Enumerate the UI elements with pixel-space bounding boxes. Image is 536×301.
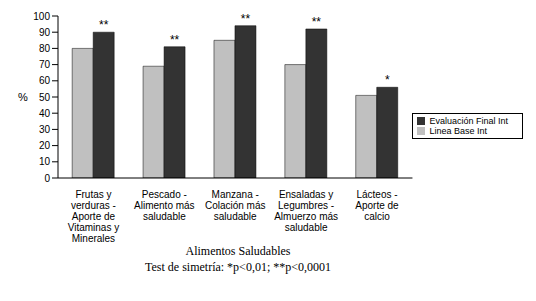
svg-text:**: ** bbox=[241, 12, 251, 26]
svg-text:Manzana -Colación mássaludable: Manzana -Colación mássaludable bbox=[205, 189, 266, 222]
svg-text:**: ** bbox=[170, 33, 180, 47]
svg-text:Lácteos -Aporte decalcio: Lácteos -Aporte decalcio bbox=[355, 189, 399, 222]
svg-text:90: 90 bbox=[39, 27, 51, 38]
svg-text:*: * bbox=[385, 73, 390, 87]
svg-text:50: 50 bbox=[39, 92, 51, 103]
svg-text:Pescado -Alimento mássaludable: Pescado -Alimento mássaludable bbox=[134, 189, 195, 222]
svg-text:0: 0 bbox=[44, 173, 50, 184]
svg-text:30: 30 bbox=[39, 124, 51, 135]
svg-text:**: ** bbox=[312, 15, 322, 29]
svg-text:Frutas yverduras -Aporte deVit: Frutas yverduras -Aporte deVitaminas yMi… bbox=[68, 189, 120, 243]
html-text:Linea Base Int: Linea Base Int bbox=[429, 125, 487, 136]
html-text:Evaluación Final Int: Evaluación Final Int bbox=[429, 115, 508, 126]
svg-text:Ensaladas yLegumbres -Almuerzo: Ensaladas yLegumbres -Almuerzo mássaluda… bbox=[274, 189, 338, 233]
svg-text:40: 40 bbox=[39, 108, 51, 119]
html-text:Test de simetría: *p<0,01; **p: Test de simetría: *p<0,01; **p<0,0001 bbox=[145, 260, 331, 274]
svg-text:100: 100 bbox=[33, 11, 50, 22]
svg-text:20: 20 bbox=[39, 140, 51, 151]
svg-text:%: % bbox=[18, 91, 28, 103]
svg-text:80: 80 bbox=[39, 43, 51, 54]
svg-text:60: 60 bbox=[39, 75, 51, 86]
html-text:Alimentos Saludables: Alimentos Saludables bbox=[185, 244, 291, 258]
svg-text:70: 70 bbox=[39, 59, 51, 70]
svg-text:10: 10 bbox=[39, 156, 51, 167]
svg-text:**: ** bbox=[99, 18, 109, 32]
